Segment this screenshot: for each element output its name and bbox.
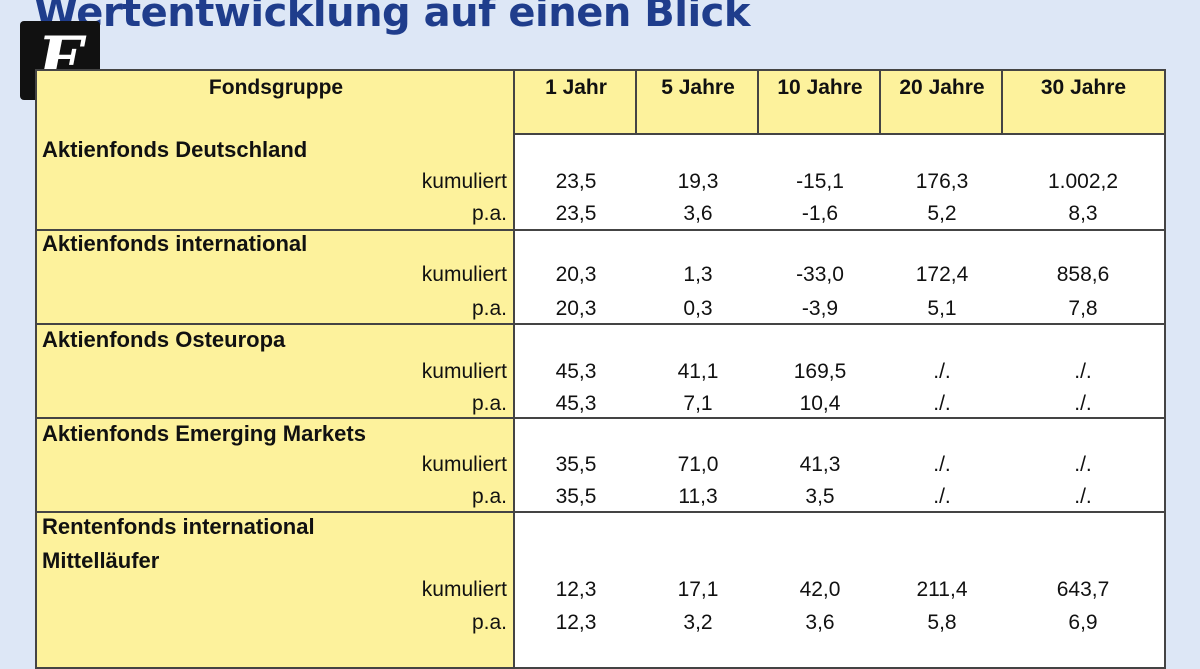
table-cell: 23,5	[555, 170, 597, 193]
table-cell: 3,6	[805, 611, 835, 634]
row-label-kumuliert: kumuliert	[421, 170, 507, 193]
group-title: Aktienfonds Deutschland	[42, 137, 308, 162]
table-cell: 7,1	[683, 392, 713, 415]
table-cell: 71,0	[677, 453, 719, 476]
table-cell: ./.	[1074, 485, 1092, 508]
table-cell: 35,5	[555, 485, 597, 508]
table-cell: -33,0	[796, 263, 844, 286]
table-cell: 5,2	[927, 202, 957, 225]
group-title-line2: Mittelläufer	[42, 548, 160, 573]
row-label-pa: p.a.	[471, 202, 507, 225]
table-cell: 3,5	[805, 485, 835, 508]
table-cell: 45,3	[555, 360, 597, 383]
table-cell: ./.	[933, 392, 951, 415]
table-cell: 41,3	[799, 453, 841, 476]
table-cell: 42,0	[799, 578, 841, 601]
row-label-kumuliert: kumuliert	[421, 360, 507, 383]
table-cell: -1,6	[801, 202, 839, 225]
column-divider	[757, 71, 759, 133]
table-cell: 12,3	[555, 578, 597, 601]
row-divider	[37, 229, 1164, 231]
table-cell: 169,5	[793, 360, 847, 383]
row-divider	[37, 511, 1164, 513]
row-label-kumuliert: kumuliert	[421, 453, 507, 476]
row-divider	[37, 323, 1164, 325]
table-cell: 7,8	[1068, 297, 1098, 320]
table-cell: 45,3	[555, 392, 597, 415]
table-cell: 20,3	[555, 263, 597, 286]
header-20-jahre: 20 Jahre	[899, 76, 985, 99]
group-title: Aktienfonds Emerging Markets	[42, 421, 366, 446]
table-cell: 17,1	[677, 578, 719, 601]
table-cell: 41,1	[677, 360, 719, 383]
row-label-pa: p.a.	[471, 297, 507, 320]
row-label-pa: p.a.	[471, 611, 507, 634]
table-cell: ./.	[1074, 453, 1092, 476]
table-cell: 5,8	[927, 611, 957, 634]
column-divider	[1001, 71, 1003, 133]
table-cell: 3,2	[683, 611, 713, 634]
header-1-jahr: 1 Jahr	[545, 76, 607, 99]
table-cell: ./.	[1074, 360, 1092, 383]
table-cell: ./.	[1074, 392, 1092, 415]
table-cell: 10,4	[799, 392, 841, 415]
table-cell: 643,7	[1056, 578, 1110, 601]
header-fondsgruppe: Fondsgruppe	[208, 76, 344, 99]
group-title: Rentenfonds international	[42, 514, 315, 539]
row-label-pa: p.a.	[471, 485, 507, 508]
column-divider	[513, 71, 515, 667]
table-cell: 12,3	[555, 611, 597, 634]
table-cell: 5,1	[927, 297, 957, 320]
group-title: Aktienfonds international	[42, 231, 308, 256]
column-divider	[635, 71, 637, 133]
row-label-kumuliert: kumuliert	[421, 263, 507, 286]
table-cell: 1.002,2	[1047, 170, 1119, 193]
table-header-row: Fondsgruppe 1 Jahr 5 Jahre 10 Jahre 20 J…	[37, 71, 1164, 135]
table-cell: 35,5	[555, 453, 597, 476]
table-cell: ./.	[933, 485, 951, 508]
header-10-jahre: 10 Jahre	[777, 76, 863, 99]
table-cell: ./.	[933, 360, 951, 383]
table-cell: 858,6	[1056, 263, 1110, 286]
table-cell: ./.	[933, 453, 951, 476]
table-cell: 3,6	[683, 202, 713, 225]
row-divider	[37, 417, 1164, 419]
table-cell: 6,9	[1068, 611, 1098, 634]
table-cell: 176,3	[915, 170, 969, 193]
table-cell: 20,3	[555, 297, 597, 320]
table-cell: 8,3	[1068, 202, 1098, 225]
row-label-pa: p.a.	[471, 392, 507, 415]
header-30-jahre: 30 Jahre	[1040, 76, 1127, 99]
column-divider	[879, 71, 881, 133]
header-5-jahre: 5 Jahre	[661, 76, 735, 99]
table-cell: 11,3	[678, 485, 718, 508]
table-cell: 0,3	[683, 297, 713, 320]
group-title: Aktienfonds Osteuropa	[42, 327, 286, 352]
table-cell: -15,1	[796, 170, 844, 193]
group-label-column	[37, 133, 515, 667]
table-cell: 19,3	[677, 170, 719, 193]
table-cell: 211,4	[916, 578, 968, 601]
table-cell: 172,4	[915, 263, 969, 286]
table-cell: 23,5	[555, 202, 597, 225]
page-title: Wertentwicklung auf einen Blick	[34, 0, 750, 36]
performance-table: Fondsgruppe 1 Jahr 5 Jahre 10 Jahre 20 J…	[35, 69, 1166, 669]
row-label-kumuliert: kumuliert	[421, 578, 507, 601]
table-cell: 1,3	[683, 263, 713, 286]
table-cell: -3,9	[801, 297, 839, 320]
